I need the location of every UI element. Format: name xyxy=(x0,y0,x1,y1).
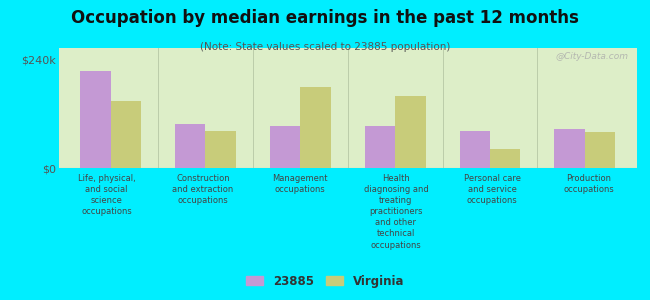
Text: Health
diagnosing and
treating
practitioners
and other
technical
occupations: Health diagnosing and treating practitio… xyxy=(363,174,428,250)
Text: Personal care
and service
occupations: Personal care and service occupations xyxy=(464,174,521,205)
Text: @City-Data.com: @City-Data.com xyxy=(555,52,629,61)
Bar xyxy=(395,97,426,168)
Bar xyxy=(81,70,110,168)
Bar xyxy=(585,132,615,168)
Text: Production
occupations: Production occupations xyxy=(564,174,614,194)
Text: Life, physical,
and social
science
occupations: Life, physical, and social science occup… xyxy=(78,174,136,216)
Bar xyxy=(554,129,585,168)
Bar xyxy=(300,87,331,168)
Bar xyxy=(490,149,521,168)
Bar xyxy=(270,126,300,168)
Text: (Note: State values scaled to 23885 population): (Note: State values scaled to 23885 popu… xyxy=(200,42,450,52)
Text: Management
occupations: Management occupations xyxy=(272,174,328,194)
Bar xyxy=(205,131,236,168)
Legend: 23885, Virginia: 23885, Virginia xyxy=(242,271,408,291)
Bar xyxy=(365,126,395,168)
Text: Construction
and extraction
occupations: Construction and extraction occupations xyxy=(172,174,234,205)
Text: Occupation by median earnings in the past 12 months: Occupation by median earnings in the pas… xyxy=(71,9,579,27)
Bar xyxy=(111,101,141,168)
Bar xyxy=(175,124,205,168)
Bar xyxy=(460,131,490,168)
